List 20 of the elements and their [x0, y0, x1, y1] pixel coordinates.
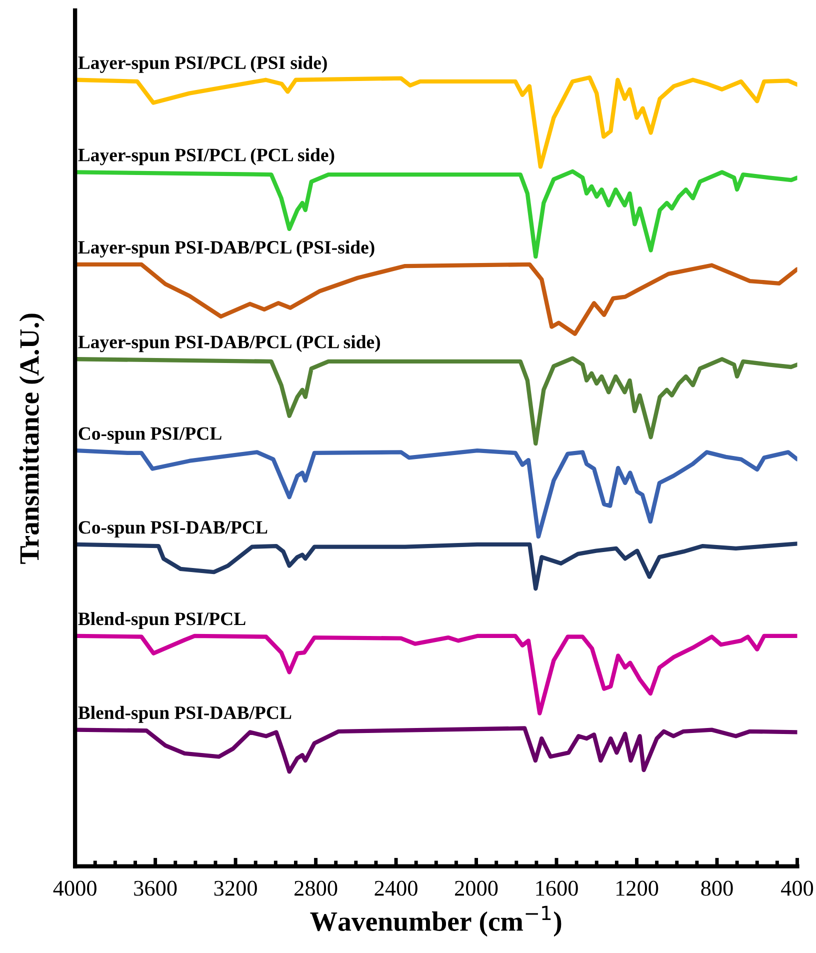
series-label: Layer-spun PSI/PCL (PCL side): [78, 148, 334, 166]
series-label: Layer-spun PSI-DAB/PCL (PSI-side): [78, 240, 374, 258]
series-label: Blend-spun PSI/PCL: [78, 612, 246, 630]
x-tick-label: 2800: [294, 880, 338, 896]
y-axis-title: Transmittance (A.U.): [19, 314, 45, 564]
x-axis-title: Wavenumber (cm$^{−1}$): [310, 906, 562, 937]
x-tick-label: 4000: [53, 880, 96, 896]
x-tick-label: 2400: [374, 880, 418, 896]
x-tick-label: 2000: [455, 880, 498, 896]
x-tick-label: 1200: [616, 880, 658, 896]
series-label: Co-spun PSI/PCL: [78, 427, 222, 444]
x-tick-label: 400: [781, 880, 814, 896]
x-tick-label: 3200: [214, 880, 257, 896]
x-tick-label: 3600: [134, 880, 177, 896]
x-tick-label: 800: [701, 880, 733, 896]
series-label: Layer-spun PSI/PCL (PSI side): [78, 56, 327, 73]
series-label: Blend-spun PSI-DAB/PCL: [78, 706, 292, 723]
x-tick-label: 1600: [536, 880, 578, 896]
series-label: Layer-spun PSI-DAB/PCL (PCL side): [78, 335, 380, 352]
series-label: Co-spun PSI-DAB/PCL: [78, 521, 268, 538]
